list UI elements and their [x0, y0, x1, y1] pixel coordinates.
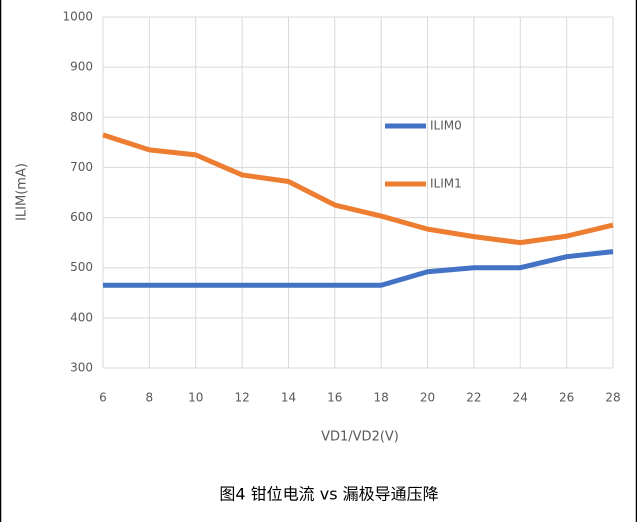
- series-line: [103, 249, 614, 288]
- x-tick-label: 18: [374, 391, 389, 405]
- caption: 图4 钳位电流 vs 漏极导通压降: [219, 485, 438, 504]
- x-tick-label: 16: [327, 391, 342, 405]
- x-tick-label: 22: [466, 391, 481, 405]
- x-tick-label: 24: [513, 391, 528, 405]
- x-tick-label: 12: [234, 391, 249, 405]
- y-tick-label: 900: [70, 60, 93, 74]
- x-tick-label: 28: [605, 391, 620, 405]
- x-tick-label: 20: [420, 391, 435, 405]
- y-axis-label: ILIM(mA): [15, 163, 30, 221]
- y-tick-label: 400: [70, 310, 93, 324]
- series-line: [102, 132, 614, 246]
- legend-label: ILIM0: [430, 119, 462, 133]
- y-tick-label: 800: [70, 110, 93, 124]
- x-tick-label: 8: [146, 391, 154, 405]
- y-tick-label: 300: [70, 361, 93, 375]
- y-tick-label: 700: [70, 160, 93, 174]
- x-tick-label: 14: [281, 391, 296, 405]
- x-axis-label: VD1/VD2(V): [321, 430, 399, 445]
- x-tick-label: 26: [559, 391, 574, 405]
- x-tick-label: 10: [188, 391, 203, 405]
- x-tick-label: 6: [99, 391, 107, 405]
- y-tick-label: 600: [70, 210, 93, 224]
- y-tick-label: 500: [70, 260, 93, 274]
- legend-label: ILIM1: [430, 177, 462, 191]
- y-tick-label: 1000: [62, 10, 93, 24]
